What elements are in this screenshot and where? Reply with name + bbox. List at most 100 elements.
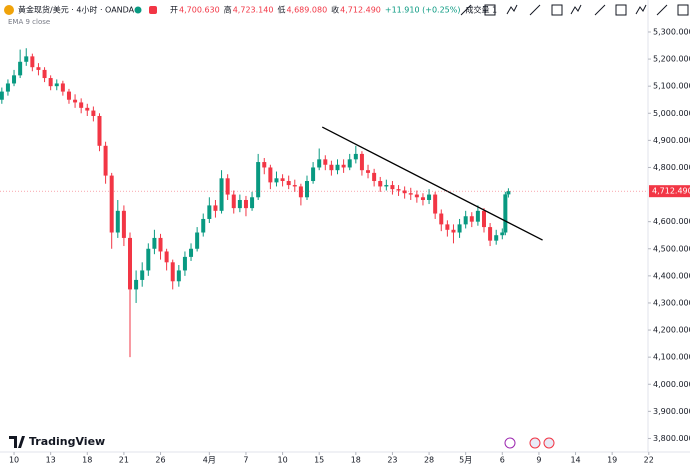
tool-icon bbox=[460, 4, 472, 16]
candle-body bbox=[18, 61, 23, 76]
y-tick-label: 4,900.000 bbox=[653, 136, 690, 145]
y-tick-label: 5,300.000 bbox=[653, 27, 690, 36]
candle-body bbox=[225, 178, 230, 195]
symbol-title[interactable]: 黄金现货/美元 · 4小时 · OANDA bbox=[18, 5, 135, 15]
toolbar bbox=[460, 4, 689, 16]
candle-body bbox=[134, 279, 139, 290]
toolbar-button[interactable] bbox=[484, 4, 496, 16]
candle-body bbox=[286, 181, 291, 186]
candle-body bbox=[231, 194, 236, 209]
event-flag[interactable] bbox=[543, 437, 555, 449]
last-price-box bbox=[649, 185, 690, 198]
candle-body bbox=[292, 185, 297, 187]
candle-body bbox=[317, 159, 322, 168]
toolbar-button[interactable] bbox=[677, 4, 689, 16]
ohlc-label: 收 bbox=[331, 5, 339, 15]
toolbar-button[interactable] bbox=[635, 4, 647, 15]
header: 黄金现货/美元 · 4小时 · OANDA 开 4,700.630 高 4,723.1… bbox=[0, 2, 497, 26]
candle-body bbox=[414, 194, 419, 198]
y-tick-label: 5,100.000 bbox=[653, 82, 690, 91]
candle-body bbox=[140, 270, 145, 280]
x-tick-label: 22 bbox=[644, 456, 654, 465]
candle-body bbox=[30, 56, 35, 68]
candle-body bbox=[36, 67, 41, 70]
toolbar-button[interactable] bbox=[551, 4, 563, 16]
candle-body bbox=[439, 213, 444, 225]
candle-body bbox=[311, 167, 316, 182]
tool-icon bbox=[551, 4, 563, 16]
ohlc-value: 4,700.630 bbox=[179, 6, 220, 15]
toolbar-button[interactable] bbox=[656, 4, 668, 16]
ohlc-value: 4,689.080 bbox=[286, 6, 327, 15]
ohlc-value: 4,712.490 bbox=[340, 6, 381, 15]
candle-body bbox=[121, 210, 126, 238]
header-bg bbox=[0, 2, 455, 18]
candle-body bbox=[146, 248, 151, 271]
indicator-label[interactable]: EMA 9 close bbox=[8, 18, 50, 26]
candle-body bbox=[250, 197, 255, 209]
toolbar-button[interactable] bbox=[529, 4, 541, 16]
brand: TradingView bbox=[9, 435, 105, 448]
candle-body bbox=[73, 99, 78, 103]
trendline bbox=[321, 126, 543, 241]
x-tick-label: 10 bbox=[9, 456, 19, 465]
ohlc-label: 低 bbox=[277, 5, 285, 15]
candle-body bbox=[12, 75, 17, 84]
candle-body bbox=[176, 270, 181, 282]
change: +11.910 (+0.25%) bbox=[385, 6, 461, 15]
candle-body bbox=[182, 256, 187, 271]
candle-body bbox=[85, 107, 90, 111]
candle-body bbox=[420, 197, 425, 200]
tool-icon bbox=[506, 4, 518, 15]
tool-icon bbox=[635, 4, 647, 15]
toolbar-button[interactable] bbox=[570, 4, 582, 15]
tool-icon bbox=[615, 4, 627, 16]
candle-body bbox=[384, 185, 389, 187]
candle-body bbox=[79, 102, 84, 108]
candle-body bbox=[304, 181, 309, 198]
candle-body bbox=[433, 194, 438, 214]
toolbar-button[interactable] bbox=[615, 4, 627, 16]
event-icon[interactable] bbox=[504, 437, 516, 449]
candle-body bbox=[66, 91, 71, 100]
x-tick-label: 19 bbox=[607, 456, 617, 465]
x-tick-label: 5月 bbox=[459, 456, 472, 465]
toolbar-button[interactable] bbox=[506, 4, 518, 15]
candle-body bbox=[457, 224, 462, 233]
ohlc: 开 4,700.630 高 4,723.140 低 4,689.080 收 4,712.490… bbox=[170, 5, 497, 15]
candle-body bbox=[243, 199, 248, 209]
event-flag[interactable] bbox=[529, 437, 541, 449]
y-tick-label: 4,100.000 bbox=[653, 353, 690, 362]
tool-icon bbox=[656, 4, 668, 16]
candle-body bbox=[353, 153, 358, 160]
y-tick-label: 4,400.000 bbox=[653, 271, 690, 280]
candle-body bbox=[408, 193, 413, 195]
x-tick-label: 18 bbox=[351, 456, 361, 465]
candle-body bbox=[219, 178, 224, 211]
volume: 成交量 1 bbox=[465, 5, 497, 15]
tool-icon bbox=[677, 4, 689, 16]
x-tick-label: 4月 bbox=[203, 456, 216, 465]
x-tick-label: 6 bbox=[500, 456, 505, 465]
toolbar-button[interactable] bbox=[594, 4, 606, 16]
candle-body bbox=[463, 216, 468, 225]
candle-body bbox=[341, 164, 346, 168]
plot bbox=[0, 48, 648, 358]
candle-body bbox=[97, 115, 102, 146]
tool-icon bbox=[594, 4, 606, 16]
candle-body bbox=[298, 186, 303, 198]
candle-body bbox=[201, 218, 206, 233]
y-tick-label: 4,300.000 bbox=[653, 298, 690, 307]
candle-body bbox=[494, 235, 499, 241]
brand-name: TradingView bbox=[29, 435, 105, 448]
brand-logo bbox=[9, 436, 25, 448]
candle-body bbox=[366, 170, 371, 173]
candle-body bbox=[335, 164, 340, 171]
candle-body bbox=[158, 237, 163, 252]
x-tick-label: 10 bbox=[277, 456, 287, 465]
x-tick-label: 13 bbox=[46, 456, 56, 465]
candle-body bbox=[262, 162, 267, 168]
candle-body bbox=[24, 56, 29, 62]
toolbar-button[interactable] bbox=[460, 4, 472, 16]
